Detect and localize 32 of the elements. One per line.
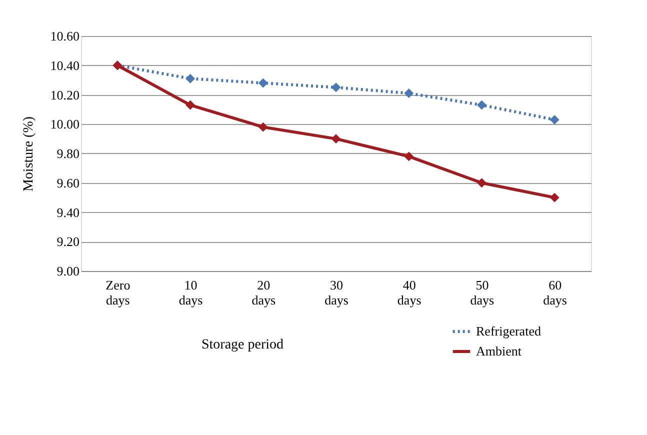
x-axis-title: Storage period	[202, 338, 284, 352]
x-tick-label: 50 days	[470, 278, 494, 308]
point	[476, 100, 486, 110]
y-tick-label: 9.80	[56, 146, 80, 161]
point	[331, 82, 341, 92]
y-tick-label: 9.20	[56, 234, 80, 250]
point	[404, 88, 414, 98]
y-tick-label: 9.60	[56, 175, 80, 190]
point	[258, 122, 268, 132]
y-tick-label: 10.00	[50, 116, 80, 132]
x-tick-label: 40 days	[397, 278, 422, 308]
x-tick-label: 30 days	[324, 278, 348, 308]
point	[476, 178, 486, 188]
point	[404, 152, 414, 162]
y-tick-label: 10.60	[50, 28, 80, 44]
x-tick-label: 10 days	[178, 278, 203, 308]
y-tick-label: 10.20	[50, 87, 80, 102]
point	[186, 100, 196, 110]
point	[550, 192, 560, 202]
point	[258, 78, 268, 88]
x-tick-label: 60 days	[543, 278, 567, 308]
point	[331, 134, 341, 144]
x-tick-label: Zero days	[106, 278, 130, 308]
legend-label: Refrigerated	[476, 324, 542, 338]
legend-label: Ambient	[476, 344, 522, 358]
y-tick-label: 9.40	[56, 204, 80, 220]
y-tick-label: 9.00	[56, 264, 80, 278]
point	[550, 114, 560, 124]
y-tick-label: 10.40	[50, 58, 80, 73]
y-axis-title: Moisture (%)	[21, 116, 36, 192]
x-tick-label: 20 days	[252, 278, 276, 308]
point	[186, 74, 196, 84]
